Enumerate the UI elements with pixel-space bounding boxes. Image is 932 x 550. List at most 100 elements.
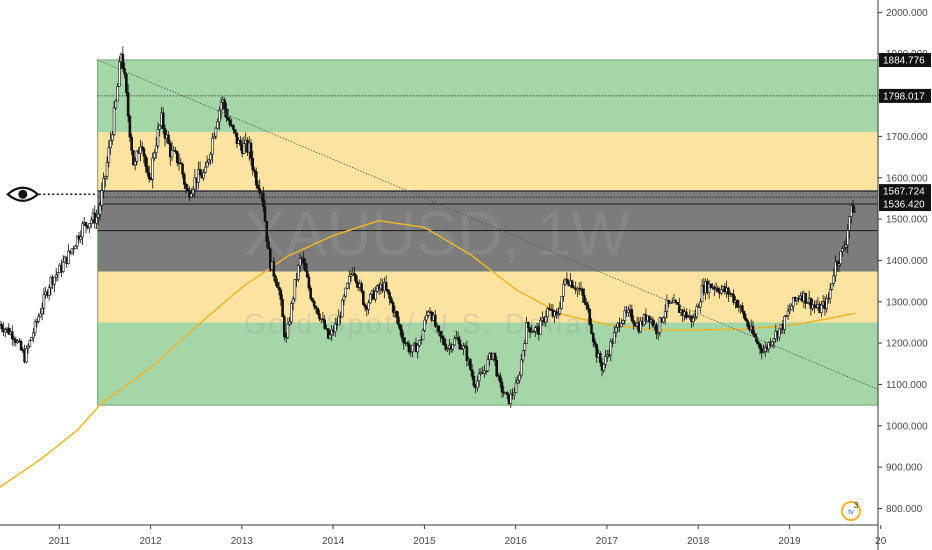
candle-body [827, 297, 830, 300]
candle-body [486, 359, 490, 372]
candle-body [651, 319, 655, 327]
candle-body [505, 392, 509, 396]
candle-body [614, 327, 618, 333]
candle-body [416, 345, 420, 353]
candle-body [321, 318, 325, 321]
candle-body [139, 146, 142, 154]
candle-body [742, 311, 746, 319]
candle-body [84, 222, 88, 227]
candle-body [453, 338, 456, 346]
candle-body [107, 147, 111, 163]
candle-body [539, 320, 542, 335]
candle-body [581, 288, 585, 296]
x-tick-label: 2015 [413, 536, 436, 547]
candle-body [112, 107, 116, 135]
candle-body [519, 359, 523, 376]
candle-body [347, 276, 351, 284]
candle-body [691, 317, 695, 322]
candle-body [837, 263, 841, 266]
candle-body [42, 294, 46, 309]
candle-body [144, 155, 147, 167]
candle-body [12, 338, 16, 341]
candle-body [125, 73, 128, 93]
candle-body [140, 146, 144, 149]
x-tick-label: 2011 [49, 536, 71, 547]
candle-body [121, 53, 125, 69]
candle-body [182, 173, 186, 185]
candle-body [484, 370, 488, 372]
candle-body [128, 115, 132, 138]
candle-body [30, 337, 33, 341]
x-tick-label: 2012 [139, 536, 162, 547]
candle-body [132, 150, 135, 166]
candle-body [790, 305, 793, 310]
candle-body [772, 338, 776, 343]
candle-body [763, 346, 767, 352]
candle-body [316, 307, 319, 315]
candle-body [746, 320, 749, 327]
candle-body [3, 329, 7, 333]
candle-body [527, 322, 530, 328]
candle-body [61, 261, 65, 272]
candle-body [142, 148, 146, 157]
candle-body [744, 317, 748, 322]
candle-body [360, 283, 363, 292]
candle-body [604, 356, 607, 365]
candle-body [741, 305, 744, 312]
candle-body [677, 304, 681, 313]
tv-logo-badge[interactable]: tv 3 [841, 501, 861, 521]
candle-body [114, 100, 118, 109]
candle-body [218, 109, 221, 123]
trendline[interactable] [97, 59, 879, 390]
candle-body [135, 150, 139, 162]
candle-body [35, 321, 39, 323]
time-axis[interactable]: 2011 2012 2013 2014 2015 2016 2017 2018 2019 20 [0, 524, 887, 547]
candle-body [632, 320, 635, 325]
candle-body [562, 283, 565, 297]
candle-body [184, 184, 188, 189]
candle-body [546, 308, 549, 318]
candle-body [544, 316, 548, 323]
candle-body [225, 108, 228, 119]
candle-body [330, 329, 334, 336]
candle-body [433, 314, 437, 327]
candle-body [318, 313, 321, 320]
zone-yellow [97, 271, 878, 323]
candle-body [340, 299, 344, 318]
candle-body [391, 302, 395, 313]
candle-body [102, 177, 105, 191]
candle-body [291, 298, 295, 304]
candle-body [74, 245, 77, 249]
candle-body [767, 342, 771, 350]
candle-body [37, 316, 40, 322]
eye-marker[interactable] [6, 186, 98, 202]
candle-body [495, 359, 499, 377]
candle-body [204, 166, 207, 173]
candle-body [207, 159, 211, 163]
candle-body [512, 392, 516, 396]
candle-body [658, 317, 662, 333]
candle-body [514, 382, 518, 393]
candle-body [216, 121, 219, 129]
candle-body [842, 246, 846, 249]
x-tick-label: 2018 [687, 536, 710, 547]
candle-body [88, 223, 91, 229]
candle-body [297, 265, 300, 280]
candle-body [56, 272, 60, 276]
candle-body [146, 166, 149, 174]
candle-body [333, 323, 337, 332]
candle-body [312, 301, 316, 307]
candle-body [518, 374, 521, 381]
candle-body [727, 287, 730, 295]
candle-body [523, 343, 527, 352]
price-axis[interactable]: 800.000 900.000 1000.000 1100.000 1200.000 13… [877, 0, 932, 550]
candle-body [792, 297, 795, 307]
price-tag-label: 1884.776 [883, 56, 925, 67]
y-tick-label: 1500.000 [886, 215, 928, 226]
candle-body [79, 236, 83, 240]
tv-logo-icon[interactable] [841, 501, 861, 521]
candle-body [500, 381, 504, 393]
candle-body [54, 274, 58, 278]
candle-body [277, 287, 281, 291]
